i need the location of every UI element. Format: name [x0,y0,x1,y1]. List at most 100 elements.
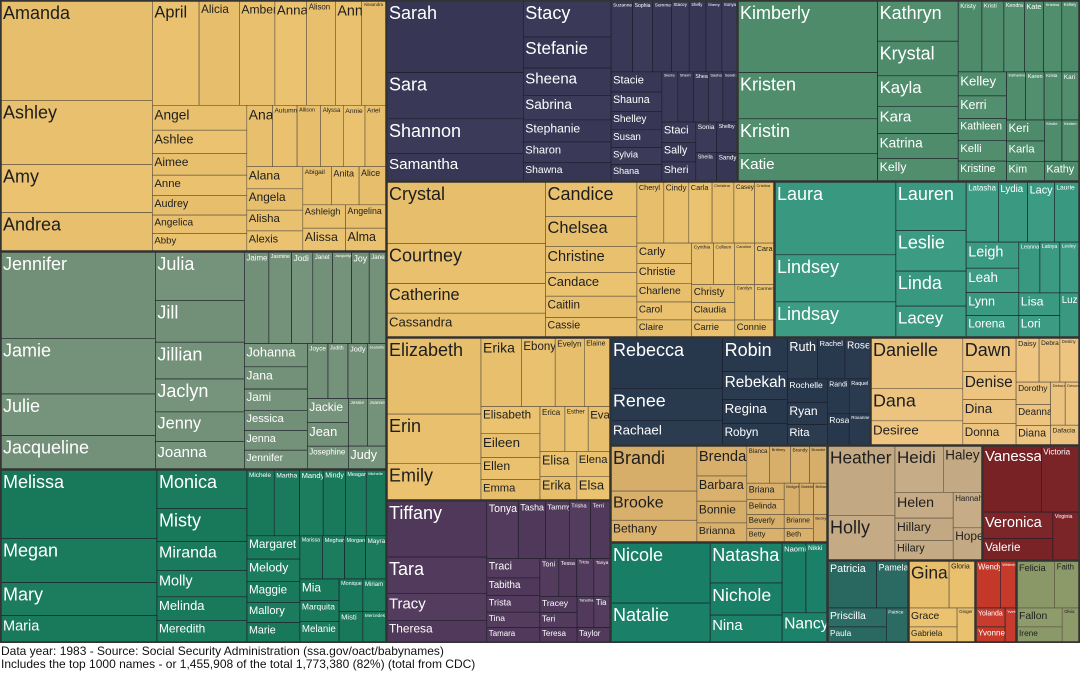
cell-label-sophia: Sophia [635,3,651,9]
cell-label-amber: Amber [241,3,277,17]
cell-label-virginia: Virginia [1055,514,1073,520]
cell-label-alana: Alana [249,168,280,182]
cell-label-nikki: Nikki [808,545,823,552]
cell-label-bonnie: Bonnie [699,503,736,517]
cell-label-kayla: Kayla [880,78,923,97]
cell-label-teresa: Teresa [542,629,567,638]
cell-label-fallon: Fallon [1019,611,1048,622]
cell-label-jacqueline: Jacqueline [3,438,89,458]
cell-label-claudia: Claudia [694,305,727,316]
group-heather: Heather Holly Heidi Haley Helen Hillary Hilary… [827,445,984,561]
cell-label-beverly: Beverly [749,516,775,525]
cell-label-paula: Paula [830,628,852,638]
cell-label-caroline: Caroline [736,244,752,249]
cell-label-cindy: Cindy [666,184,688,193]
cell-label-rochelle: Rochelle [789,380,823,390]
cell-label-mary: Mary [3,585,43,605]
cell-alicia [198,0,240,106]
cell-label-mercedes: Mercedes [365,613,386,618]
cell-label-randi: Randi [829,382,847,389]
group-border [386,0,738,182]
cell-label-tracey: Tracey [542,598,569,608]
cell-label-kristina: Kristina [1046,2,1060,7]
cell-brenda [696,445,748,477]
cell-label-april: April [154,4,187,22]
cell-heather [827,445,896,516]
cell-ariel [364,105,387,168]
cell-label-yvonne: Yvonne [978,629,1006,638]
cell-label-colleen: Colleen [716,245,732,250]
cell-label-hillary: Hillary [897,520,932,534]
group-border [610,542,828,643]
cell-label-jana: Jana [246,368,273,382]
cell-autumn [272,105,298,168]
cell-label-krista: Krista [1046,73,1058,78]
cell-label-sasha: Sasha [710,73,722,78]
cell-elena [576,451,611,477]
cell-gloria [948,560,976,609]
cell-label-nicole: Nicole [613,545,663,565]
cell-jeanette [366,343,387,399]
cell-label-connie: Connie [737,322,766,332]
cell-label-karla: Karla [1009,144,1036,156]
cell-label-yvette: Yvette [1007,609,1019,614]
cell-dawn [962,337,1017,372]
group-gina: Gina Gloria Grace Gabriela Ginger [908,560,976,643]
cell-label-regina: Regina [725,401,768,416]
cell-meagan [345,469,367,537]
cell-label-alyssa: Alyssa [323,108,341,114]
cell-naomi [781,542,807,614]
cell-label-ashley: Ashley [3,103,57,123]
cell-label-kristy: Kristy [960,3,977,10]
cell-label-deborah: Deborah [1053,383,1068,388]
cell-label-martha: Martha [276,473,297,480]
cell-label-caitlin: Caitlin [548,298,580,311]
cell-label-bridget: Bridget [786,484,800,489]
cell-label-lacy: Lacy [1030,184,1054,196]
cell-label-raquel: Raquel [851,381,868,387]
cell-katie [737,153,878,182]
group-nicole: Nicole Natalie Natasha Nichole Nina Naomi Nikk… [610,542,829,643]
group-border [0,0,387,252]
cell-label-crystal: Crystal [389,184,445,204]
cell-barbara [696,475,748,502]
cell-label-shana: Shana [613,166,639,176]
cell-label-tabatha: Tabatha [579,598,594,603]
cell-label-monique: Monique [341,581,362,587]
cell-label-lacey: Lacey [898,308,944,327]
cell-label-megan: Megan [3,541,58,561]
cell-label-susan: Susan [613,132,641,143]
cell-sabrina [522,95,612,121]
cell-label-chelsea: Chelsea [548,219,609,237]
cell-label-destiny: Destiny [1062,339,1077,344]
cell-label-mallory: Mallory [249,605,285,617]
cell-label-lydia: Lydia [1000,184,1023,195]
group-border [610,445,828,543]
cell-tracy [386,592,488,621]
cell-terri [590,500,611,560]
cell-label-jacquelyn: Jacquelyn [335,253,353,258]
cell-label-brandy: Brandy [793,448,809,454]
cell-elisabeth [480,406,541,434]
group-border [737,0,1080,182]
cell-katrina [877,133,959,159]
group-border [610,337,871,446]
cell-label-meredith: Meredith [159,622,205,636]
cell-label-gloria: Gloria [951,564,970,571]
cell-label-kendra: Kendra [1006,3,1023,9]
cell-label-alissa: Alissa [305,230,338,244]
cell-label-karen: Karen [1028,74,1043,80]
cell-katherine [1006,71,1027,121]
cell-label-jennifer: Jennifer [246,453,283,464]
cell-label-ashlee: Ashlee [154,131,193,146]
cell-cristina [754,181,775,244]
group-border [982,445,1080,561]
cell-label-christina: Christina [714,183,731,188]
cell-label-kathy: Kathy [1046,164,1074,176]
cell-label-nichole: Nichole [712,585,771,605]
cell-label-latoya: Latoya [1042,244,1057,250]
cell-summer [652,0,672,73]
cell-label-rita: Rita [789,427,810,439]
cell-label-courtney: Courtney [389,246,462,266]
